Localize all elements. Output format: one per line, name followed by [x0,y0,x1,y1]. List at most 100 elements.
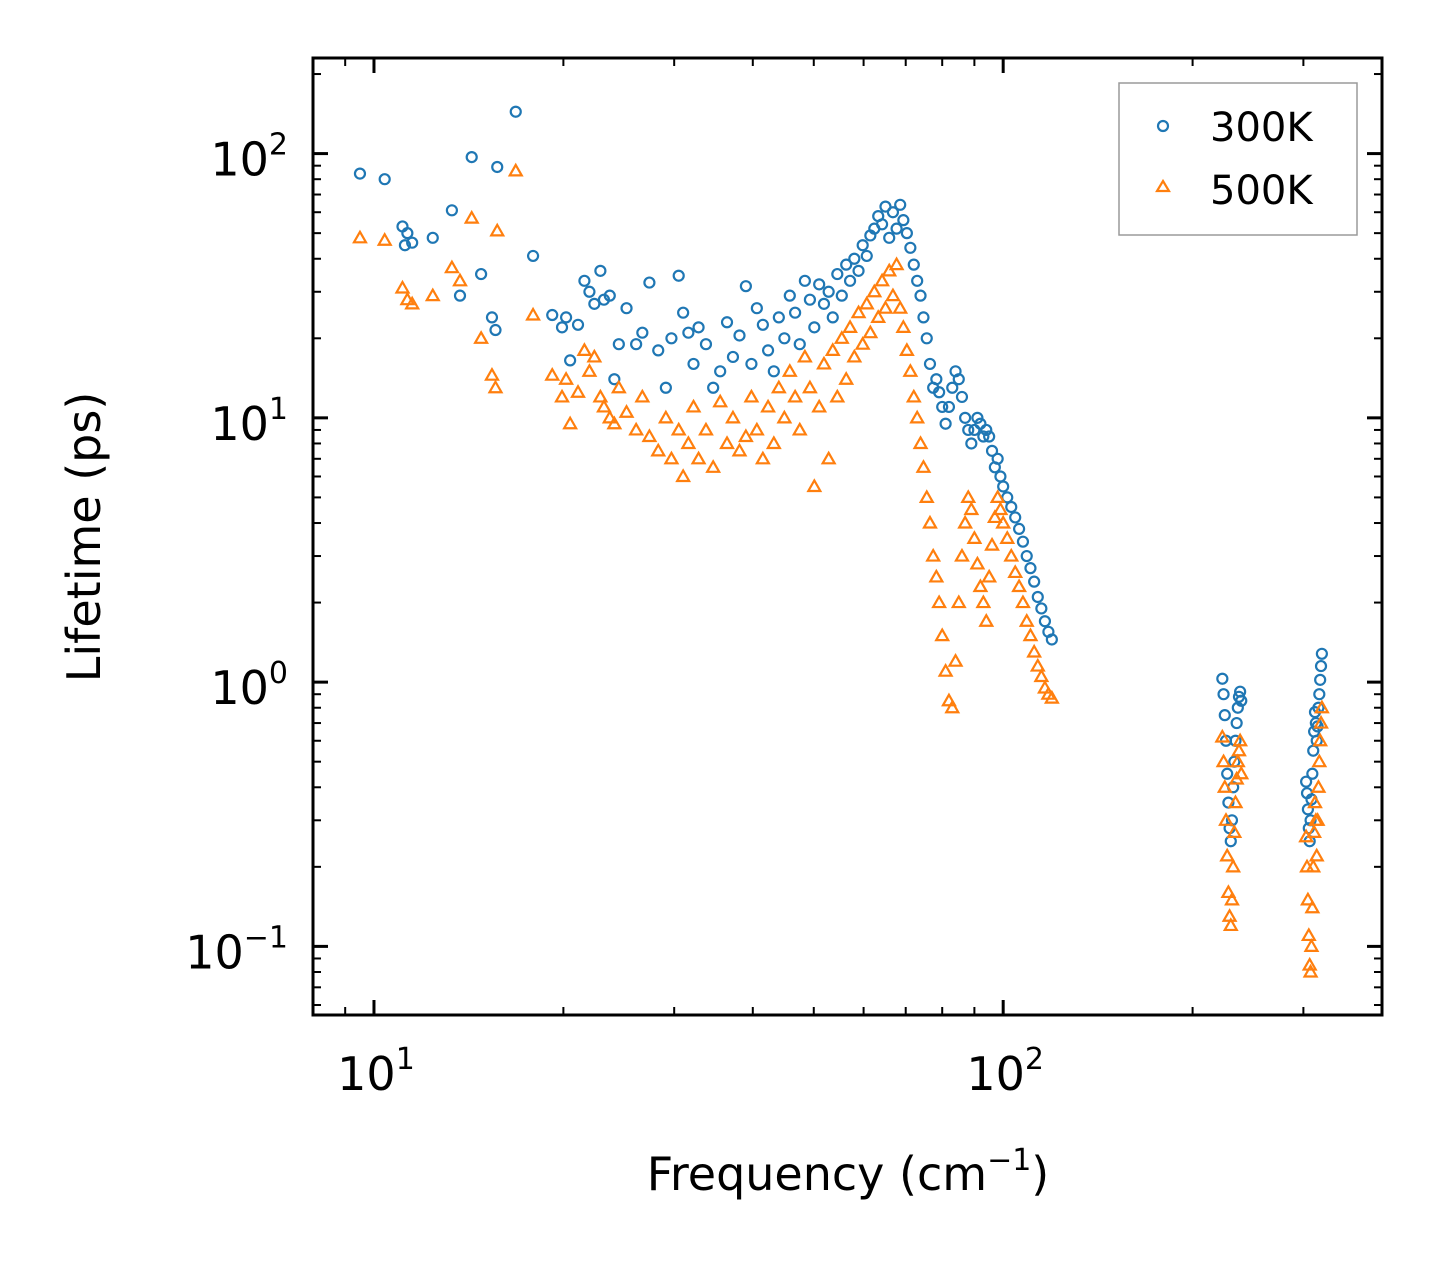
point-500k-102 [963,501,980,516]
point-300k-38 [682,326,695,339]
point-300k-113 [994,470,1007,483]
point-300k-76 [875,218,889,231]
point-500k-136 [1225,858,1242,873]
point-300k-103 [965,437,978,450]
point-300k-20 [571,318,585,331]
point-500k-72 [862,324,879,339]
point-300k-71 [856,239,869,252]
point-300k-33 [652,344,665,357]
point-500k-82 [898,342,915,356]
point-300k-29 [620,302,633,315]
point-300k-32 [643,276,656,289]
point-300k-8 [453,289,467,302]
point-500k-126 [1043,689,1060,704]
point-300k-90 [923,357,937,371]
point-300k-23 [588,297,601,310]
point-500k-24 [596,398,612,413]
point-300k-67 [840,258,853,271]
point-500k-112 [992,501,1009,516]
point-500k-104 [969,555,986,570]
point-500k-62 [820,450,837,465]
point-500k-66 [838,371,855,385]
point-500k-16 [554,388,570,403]
point-300k-161 [1314,673,1327,686]
point-300k-61 [813,278,826,291]
point-300k-40 [692,321,705,334]
point-500k-132 [1220,884,1237,899]
point-300k-129 [1217,688,1230,701]
point-300k-22 [583,285,596,298]
point-300k-3 [401,227,414,240]
series-300k [353,105,1328,848]
point-300k-54 [778,332,791,345]
point-500k-117 [1011,578,1027,593]
point-500k-21 [581,363,598,377]
legend-label-500k: 500K [1210,168,1314,214]
point-300k-96 [942,400,956,414]
legend-marker-300k [1156,119,1170,133]
point-300k-72 [860,249,873,263]
point-500k-45 [731,442,748,457]
point-500k-115 [1003,547,1020,562]
point-300k-49 [750,302,763,315]
point-500k-51 [765,435,782,450]
point-300k-13 [491,160,504,174]
point-500k-17 [558,371,574,385]
point-300k-16 [546,308,559,322]
point-500k-12 [489,222,506,237]
point-300k-30 [630,338,643,351]
point-300k-28 [612,338,625,351]
point-500k-133 [1221,908,1238,922]
point-300k-130 [1218,709,1231,722]
point-500k-121 [1026,643,1043,658]
point-500k-162 [1313,699,1330,714]
point-500k-152 [1305,858,1322,873]
point-500k-83 [902,363,919,377]
point-300k-81 [894,198,907,211]
point-500k-56 [791,421,808,436]
point-500k-73 [866,283,883,298]
point-300k-116 [1005,500,1018,514]
point-500k-7 [452,272,468,287]
point-500k-89 [922,514,938,529]
point-500k-134 [1222,917,1239,932]
point-500k-63 [824,342,841,356]
point-300k-24 [594,264,607,277]
point-300k-100 [955,390,969,404]
point-300k-87 [914,289,927,302]
point-300k-56 [789,306,802,319]
point-300k-153 [1307,744,1320,757]
point-300k-70 [852,264,865,277]
point-500k-157 [1309,812,1326,826]
point-500k-27 [610,379,627,394]
point-500k-88 [918,489,935,504]
point-500k-97 [947,652,964,667]
x-tick-label-100: 102 [966,1042,1044,1101]
point-500k-13 [507,162,524,177]
point-300k-128 [1216,672,1229,685]
legend: 300K 500K [1118,82,1358,236]
point-500k-81 [895,319,912,333]
point-500k-44 [725,409,741,424]
point-500k-140 [1229,753,1246,768]
point-300k-120 [1020,549,1033,563]
point-300k-83 [900,227,913,240]
tick-labels-layer: 101 102 10−1 100 101 102 [185,128,1044,1101]
point-300k-68 [843,274,857,287]
point-300k-122 [1028,575,1041,588]
point-300k-112 [991,452,1004,465]
point-500k-128 [1215,753,1232,768]
ticks-layer [312,58,1383,1015]
point-500k-113 [995,514,1012,529]
point-300k-10 [475,267,488,281]
point-500k-47 [743,388,760,403]
point-500k-91 [928,568,945,583]
point-500k-127 [1214,728,1231,743]
point-500k-96 [944,699,961,714]
point-500k-75 [874,272,890,287]
point-300k-47 [739,280,752,293]
point-500k-14 [525,306,541,321]
point-500k-50 [760,398,776,413]
point-300k-34 [659,381,672,394]
